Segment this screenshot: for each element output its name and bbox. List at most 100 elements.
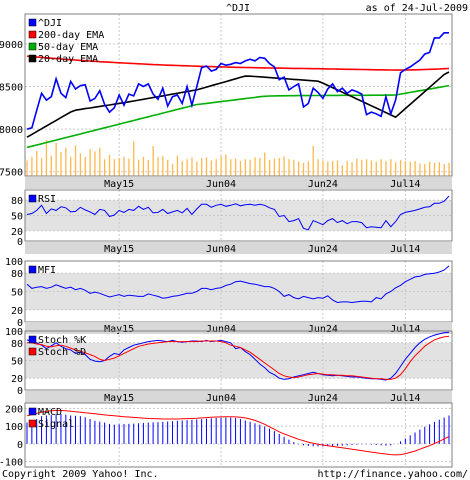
mfi-date-strip bbox=[25, 322, 452, 334]
volume-bar bbox=[273, 158, 276, 176]
volume-bar bbox=[152, 146, 154, 176]
price-y-tick-label: 8500 bbox=[0, 82, 23, 93]
volume-bar bbox=[351, 162, 353, 176]
volume-bar bbox=[196, 161, 198, 176]
volume-bar bbox=[118, 158, 120, 176]
mfi-y-tick-label: 20 bbox=[11, 306, 23, 317]
volume-bar bbox=[230, 159, 232, 176]
volume-bar bbox=[307, 161, 310, 176]
volume-bar bbox=[264, 152, 266, 176]
volume-bar bbox=[128, 158, 130, 176]
rsi-y-tick-label: 80 bbox=[11, 196, 23, 207]
stochastic-x-tick-label: Jun04 bbox=[206, 393, 236, 404]
volume-bar bbox=[346, 161, 348, 176]
volume-bar bbox=[108, 155, 111, 176]
volume-bar bbox=[55, 143, 57, 176]
volume-bar bbox=[36, 150, 38, 176]
legend-swatch bbox=[28, 194, 37, 203]
price-y-tick-label: 8000 bbox=[0, 125, 23, 136]
price-200-day-ema-line bbox=[26, 55, 450, 71]
volume-bar bbox=[234, 158, 237, 176]
legend-swatch bbox=[28, 42, 37, 51]
legend-label: Stoch %K bbox=[38, 335, 86, 346]
legend-label: MACD bbox=[38, 407, 62, 418]
macd-frame bbox=[24, 402, 453, 468]
volume-bar bbox=[31, 156, 33, 176]
volume-bar bbox=[186, 159, 188, 176]
volume-bar bbox=[336, 160, 339, 176]
volume-bar bbox=[448, 162, 450, 176]
volume-bar bbox=[123, 156, 125, 176]
volume-bar bbox=[220, 156, 222, 176]
mfi-x-tick-label: Jun04 bbox=[206, 324, 236, 335]
legend-swatch bbox=[28, 18, 37, 27]
volume-bar bbox=[438, 162, 440, 176]
volume-bar bbox=[181, 161, 183, 176]
volume-bar bbox=[327, 161, 329, 176]
mfi-y-tick-label: 50 bbox=[11, 288, 23, 299]
macd-y-tick-label: 100 bbox=[5, 422, 23, 433]
macd-y-tick-label: 200 bbox=[5, 404, 23, 415]
stochastic-x-tick-label: Jun24 bbox=[308, 393, 338, 404]
price-date-strip bbox=[25, 177, 452, 189]
volume-bar bbox=[50, 155, 52, 176]
volume-bar bbox=[331, 161, 334, 176]
legend-swatch bbox=[28, 54, 37, 63]
price-y-tick-label: 7500 bbox=[0, 168, 23, 179]
mfi-x-tick-label: Jul14 bbox=[390, 324, 420, 335]
rsi-x-tick-label: Jun24 bbox=[308, 244, 338, 255]
volume-bar bbox=[137, 159, 140, 176]
rsi-x-tick-label: Jun04 bbox=[206, 244, 236, 255]
volume-bar bbox=[365, 159, 368, 176]
volume-bar bbox=[45, 140, 48, 176]
volume-bar bbox=[293, 159, 295, 176]
volume-bar bbox=[133, 141, 135, 176]
volume-bar bbox=[302, 162, 305, 176]
price-dji-line bbox=[26, 31, 449, 130]
volume-bar bbox=[167, 159, 169, 176]
volume-bar bbox=[428, 161, 431, 176]
volume-bar bbox=[191, 157, 193, 176]
legend-label: 20-day EMA bbox=[38, 54, 98, 65]
legend-swatch bbox=[28, 265, 37, 274]
price-x-tick-label: Jul14 bbox=[390, 179, 420, 190]
volume-bar bbox=[424, 164, 426, 176]
volume-bar bbox=[317, 159, 319, 176]
volume-bar bbox=[433, 162, 436, 176]
volume-bar bbox=[443, 164, 445, 176]
legend-label: 50-day EMA bbox=[38, 42, 98, 53]
stochastic-x-tick-label: May15 bbox=[104, 393, 134, 404]
legend-label: ^DJI bbox=[38, 18, 62, 29]
macd-y-tick-label: 0 bbox=[17, 440, 23, 451]
volume-bar bbox=[74, 145, 77, 176]
volume-bar bbox=[60, 152, 62, 176]
stochastic-y-tick-label: 20 bbox=[11, 374, 23, 385]
volume-bar bbox=[26, 160, 28, 176]
volume-bar bbox=[322, 160, 324, 176]
volume-bar bbox=[419, 163, 421, 176]
price-x-tick-label: Jun04 bbox=[206, 179, 236, 190]
volume-bar bbox=[278, 158, 280, 176]
volume-bar bbox=[162, 156, 164, 176]
stochastic-date-strip bbox=[25, 391, 452, 403]
volume-bar bbox=[99, 147, 101, 176]
legend-label: Signal bbox=[38, 419, 74, 430]
volume-bar bbox=[259, 158, 261, 176]
volume-bar bbox=[356, 158, 358, 176]
rsi-date-strip bbox=[25, 242, 452, 254]
volume-bar bbox=[176, 155, 179, 176]
price-50-day-ema-line bbox=[26, 84, 450, 149]
volume-bar bbox=[113, 159, 116, 176]
stochastic-x-tick-label: Jul14 bbox=[390, 393, 420, 404]
legend-swatch bbox=[28, 419, 37, 428]
rsi-y-tick-label: 20 bbox=[11, 227, 23, 238]
as-of-date: as of 24-Jul-2009 bbox=[366, 3, 468, 14]
volume-bar bbox=[225, 154, 227, 176]
chart-symbol-title: ^DJI bbox=[226, 3, 250, 14]
mfi-x-tick-label: Jun24 bbox=[308, 324, 338, 335]
volume-bar bbox=[40, 158, 43, 176]
volume-bar bbox=[89, 149, 91, 176]
